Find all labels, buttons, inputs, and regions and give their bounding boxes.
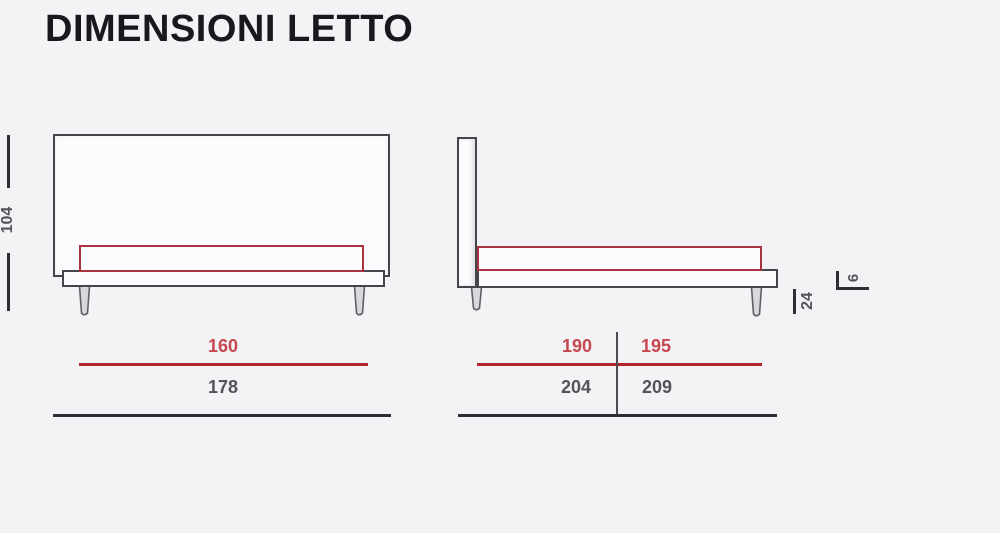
bed-leg-front-left <box>78 285 91 316</box>
overall-length-line <box>458 414 777 417</box>
mattress-width-line <box>79 363 368 366</box>
mattress-outline-side <box>477 246 762 271</box>
bed-leg-side-left <box>470 286 483 311</box>
mattress-length-short-label: 190 <box>561 336 593 356</box>
leg-height-dimension-line <box>793 289 796 314</box>
mattress-width-label: 160 <box>207 336 239 356</box>
base-frame-side <box>477 269 778 288</box>
overall-length-short-label: 204 <box>560 377 592 397</box>
leg-height-label: 24 <box>799 292 816 310</box>
base-frame-front <box>62 270 385 287</box>
mattress-length-line <box>477 363 762 366</box>
overall-length-long-label: 209 <box>641 377 673 397</box>
frame-thickness-dimension-vline <box>836 271 839 290</box>
mattress-length-long-label: 195 <box>640 336 672 356</box>
headboard-side <box>457 137 477 288</box>
height-dimension-line-bottom <box>7 253 10 311</box>
overall-height-label: 104 <box>0 206 16 234</box>
bed-leg-front-right <box>353 285 366 316</box>
frame-thickness-dimension-hline <box>836 287 869 290</box>
page-title: DIMENSIONI LETTO <box>45 8 414 50</box>
overall-width-label: 178 <box>207 377 239 397</box>
bed-leg-side-right <box>750 286 763 317</box>
mattress-outline-front <box>79 245 364 272</box>
height-dimension-line-top <box>7 135 10 188</box>
overall-width-line <box>53 414 391 417</box>
frame-thickness-label: 6 <box>845 273 862 283</box>
length-variant-divider <box>616 332 618 417</box>
